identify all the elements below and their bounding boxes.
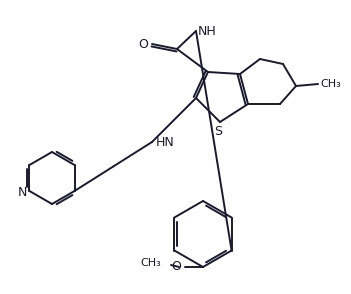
Text: NH: NH bbox=[198, 24, 217, 38]
Text: S: S bbox=[214, 125, 222, 138]
Text: CH₃: CH₃ bbox=[320, 79, 341, 89]
Text: O: O bbox=[171, 260, 181, 273]
Text: HN: HN bbox=[156, 136, 175, 148]
Text: CH₃: CH₃ bbox=[140, 258, 161, 268]
Text: N: N bbox=[18, 186, 27, 198]
Text: O: O bbox=[138, 38, 148, 51]
